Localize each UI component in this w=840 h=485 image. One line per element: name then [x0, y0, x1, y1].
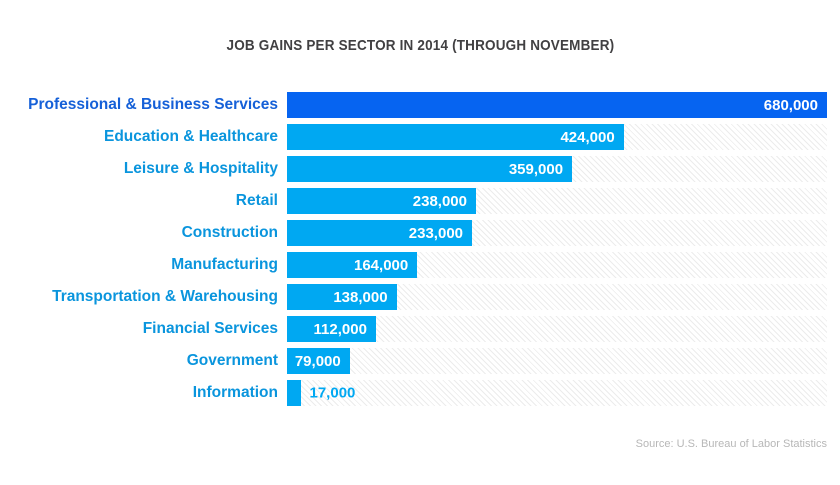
bar: 112,000 [287, 316, 376, 342]
sector-label: Leisure & Hospitality [123, 160, 278, 177]
bar: 138,000 [287, 284, 397, 310]
bar: 424,000 [287, 124, 624, 150]
sector-label: Government [186, 352, 278, 369]
sector-label: Professional & Business Services [28, 96, 278, 113]
bar-track: 112,000 [287, 316, 827, 342]
value-label: 164,000 [354, 256, 409, 274]
chart-row: Government 79,000 [0, 348, 827, 374]
value-label: 138,000 [333, 288, 388, 306]
chart-row: Education & Healthcare 424,000 [0, 124, 827, 150]
sector-label: Transportation & Warehousing [52, 288, 278, 305]
bar-track: 164,000 [287, 252, 827, 278]
bar-chart: Professional & Business Services 680,000… [0, 92, 827, 412]
sector-label: Information [192, 384, 278, 401]
chart-row: Manufacturing 164,000 [0, 252, 827, 278]
sector-label: Manufacturing [171, 256, 278, 273]
chart-row: Information 17,000 [0, 380, 827, 406]
bar: 233,000 [287, 220, 473, 246]
chart-title: JOB GAINS PER SECTOR IN 2014 (THROUGH NO… [0, 37, 840, 54]
chart-row: Leisure & Hospitality 359,000 [0, 156, 827, 182]
chart-row: Construction 233,000 [0, 220, 827, 246]
bar: 359,000 [287, 156, 573, 182]
source-attribution: Source: U.S. Bureau of Labor Statistics [635, 438, 827, 450]
bar-track: 424,000 [287, 124, 827, 150]
value-label: 238,000 [412, 192, 467, 210]
bar: 17,000 [287, 380, 355, 406]
bar: 79,000 [287, 348, 350, 374]
value-label: 680,000 [763, 96, 818, 114]
value-label: 17,000 [309, 384, 356, 402]
chart-title-text: JOB GAINS PER SECTOR IN 2014 (THROUGH NO… [226, 37, 614, 54]
bar: 164,000 [287, 252, 418, 278]
value-label: 79,000 [294, 352, 341, 370]
chart-row: Financial Services 112,000 [0, 316, 827, 342]
bar-track: 233,000 [287, 220, 827, 246]
sector-label: Financial Services [142, 320, 278, 337]
bar-track: 359,000 [287, 156, 827, 182]
sector-label: Construction [181, 224, 278, 241]
bar-track: 138,000 [287, 284, 827, 310]
chart-row: Professional & Business Services 680,000 [0, 92, 827, 118]
chart-row: Retail 238,000 [0, 188, 827, 214]
bar-track: 17,000 [287, 380, 827, 406]
bar-track: 238,000 [287, 188, 827, 214]
value-label: 112,000 [313, 320, 367, 338]
value-label: 424,000 [560, 128, 615, 146]
sector-label: Education & Healthcare [104, 128, 278, 145]
sector-label: Retail [235, 192, 278, 209]
bar: 238,000 [287, 188, 476, 214]
chart-row: Transportation & Warehousing 138,000 [0, 284, 827, 310]
bar: 680,000 [287, 92, 827, 118]
bar-track: 680,000 [287, 92, 827, 118]
bar-track: 79,000 [287, 348, 827, 374]
value-label: 233,000 [408, 224, 464, 242]
value-label: 359,000 [508, 160, 564, 178]
